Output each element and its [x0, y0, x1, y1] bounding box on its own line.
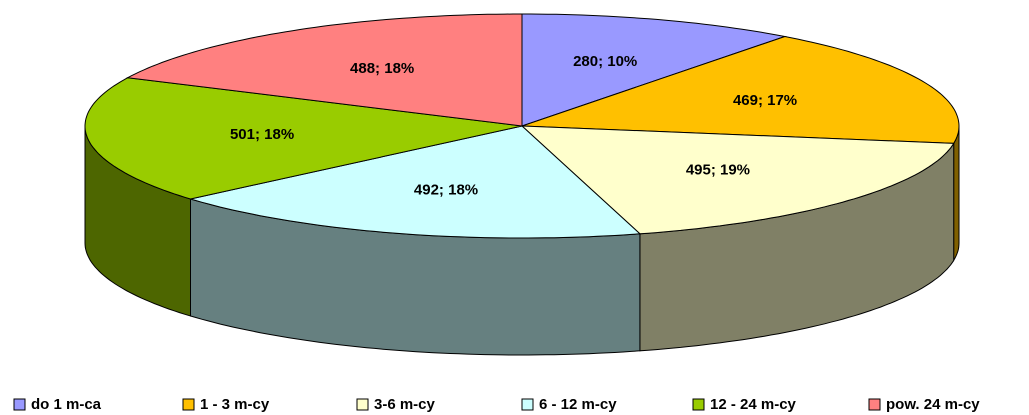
legend-label: 1 - 3 m-cy: [200, 396, 270, 413]
data-label: 488; 18%: [350, 60, 414, 77]
data-label: 280; 10%: [573, 53, 637, 70]
legend-swatch: [692, 398, 705, 411]
legend-swatch: [868, 398, 881, 411]
data-label: 501; 18%: [230, 126, 294, 143]
legend-swatch: [521, 398, 534, 411]
legend-label: 12 - 24 m-cy: [710, 396, 797, 413]
slice-side: [953, 125, 960, 263]
legend-swatch: [182, 398, 195, 411]
slice: [126, 13, 523, 127]
slice: [190, 125, 642, 239]
legend-label: 6 - 12 m-cy: [539, 396, 617, 413]
slice: [520, 125, 955, 235]
legend-swatch: [356, 398, 369, 411]
legend-label: 3-6 m-cy: [374, 396, 436, 413]
data-label: 495; 19%: [686, 162, 750, 179]
slice: [521, 13, 787, 127]
legend-label: pow. 24 m-cy: [886, 396, 980, 413]
slice: [521, 35, 960, 144]
legend-swatch: [13, 398, 26, 411]
legend-label: do 1 m-ca: [31, 396, 102, 413]
data-label: 469; 17%: [733, 92, 797, 109]
slice: [84, 77, 523, 200]
data-label: 492; 18%: [414, 181, 478, 198]
